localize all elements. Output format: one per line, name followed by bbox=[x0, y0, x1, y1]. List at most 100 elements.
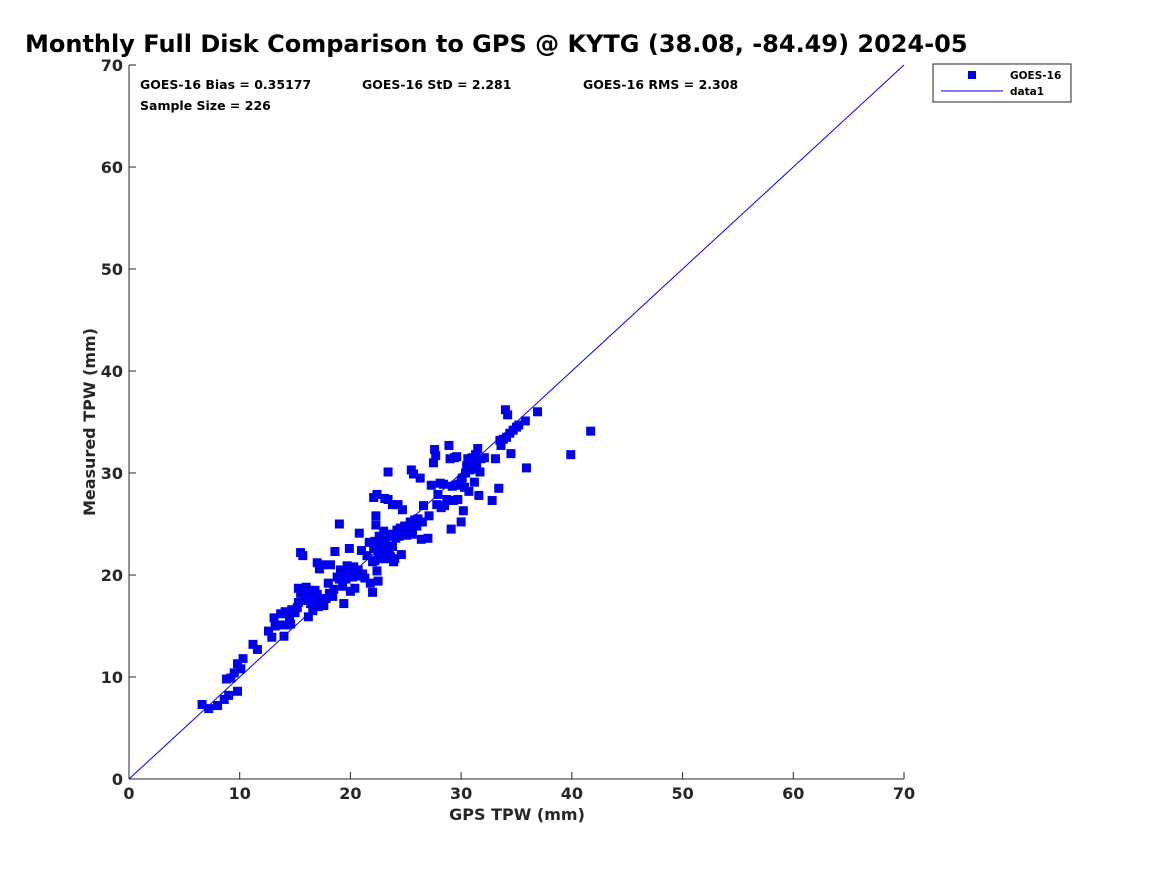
y-tick-label: 0 bbox=[112, 770, 123, 789]
scatter-point bbox=[368, 587, 378, 597]
scatter-point bbox=[388, 500, 397, 510]
scatter-point bbox=[533, 407, 543, 417]
scatter-point bbox=[500, 405, 510, 415]
y-tick-label: 20 bbox=[101, 566, 123, 585]
scatter-point bbox=[438, 479, 448, 489]
scatter-point bbox=[452, 452, 462, 462]
scatter-point bbox=[319, 601, 329, 611]
scatter-point bbox=[388, 541, 397, 551]
scatter-point bbox=[308, 606, 318, 616]
legend-label-data1: data1 bbox=[1010, 86, 1044, 98]
scatter-point bbox=[373, 576, 383, 586]
scatter-point bbox=[566, 450, 576, 460]
x-tick-label: 60 bbox=[782, 784, 804, 803]
scatter-point bbox=[446, 524, 456, 534]
scatter-point bbox=[428, 458, 438, 468]
scatter-point bbox=[423, 533, 433, 543]
scatter-point bbox=[424, 511, 434, 521]
scatter-point bbox=[409, 469, 419, 479]
scatter-point bbox=[490, 454, 500, 464]
scatter-point bbox=[226, 673, 236, 683]
x-tick-label: 0 bbox=[123, 784, 134, 803]
scatter-point bbox=[466, 459, 476, 469]
scatter-point bbox=[233, 686, 242, 696]
scatter-point bbox=[403, 524, 413, 534]
scatter-point bbox=[521, 463, 531, 473]
y-tick-label: 70 bbox=[101, 56, 123, 75]
scatter-point bbox=[372, 566, 382, 576]
legend: GOES-16 data1 bbox=[932, 63, 1072, 103]
stat-bias: GOES-16 Bias = 0.35177 bbox=[140, 77, 311, 92]
scatter-point bbox=[383, 495, 393, 505]
x-tick-label: 40 bbox=[561, 784, 583, 803]
x-tick-label: 10 bbox=[229, 784, 251, 803]
x-tick-label: 50 bbox=[671, 784, 693, 803]
scatter-point bbox=[306, 599, 316, 609]
scatter-point bbox=[444, 440, 454, 450]
scatter-point bbox=[371, 520, 381, 530]
scatter-point bbox=[229, 668, 239, 678]
legend-label-goes16: GOES-16 bbox=[1010, 70, 1061, 82]
scatter-point bbox=[380, 540, 390, 550]
scatter-point bbox=[321, 593, 331, 603]
scatter-point bbox=[233, 659, 242, 669]
y-tick-label: 50 bbox=[101, 260, 123, 279]
scatter-point bbox=[487, 496, 497, 506]
scatter-point bbox=[372, 489, 382, 499]
x-tick-label: 30 bbox=[450, 784, 472, 803]
scatter-point bbox=[419, 501, 428, 511]
scatter-point bbox=[496, 440, 506, 450]
plot-area: 0 10 20 30 40 50 60 70 0 10 20 30 40 50 60 70 bbox=[101, 56, 915, 803]
scatter-point bbox=[503, 410, 513, 420]
scatter-point bbox=[204, 704, 214, 714]
scatter-point bbox=[362, 551, 372, 561]
scatter-point bbox=[312, 589, 322, 599]
scatter-point bbox=[379, 526, 389, 536]
y-tick-label: 10 bbox=[101, 668, 123, 687]
scatter-point bbox=[330, 547, 340, 557]
scatter-point bbox=[475, 467, 485, 477]
stat-std: GOES-16 StD = 2.281 bbox=[362, 77, 511, 92]
scatter-point bbox=[440, 501, 450, 511]
scatter-point bbox=[458, 506, 468, 516]
scatter-point bbox=[369, 543, 379, 553]
scatter-point bbox=[464, 486, 474, 496]
scatter-point bbox=[474, 490, 484, 500]
legend-marker-goes16 bbox=[968, 71, 976, 79]
scatter-point bbox=[238, 654, 248, 664]
scatter-point bbox=[383, 467, 393, 477]
y-axis-label: Measured TPW (mm) bbox=[80, 328, 99, 516]
scatter-point bbox=[326, 560, 335, 570]
scatter-point bbox=[407, 529, 417, 539]
y-tick-label: 40 bbox=[101, 362, 123, 381]
scatter-point bbox=[426, 480, 436, 490]
scatter-point bbox=[472, 461, 482, 471]
scatter-point bbox=[456, 517, 466, 527]
scatter-point bbox=[285, 614, 295, 624]
chart-title: Monthly Full Disk Comparison to GPS @ KY… bbox=[25, 30, 968, 58]
stat-sample-size: Sample Size = 226 bbox=[140, 98, 271, 113]
scatter-point bbox=[396, 550, 406, 560]
scatter-point bbox=[374, 531, 384, 541]
scatter-point bbox=[393, 500, 403, 510]
scatter-point bbox=[431, 451, 441, 461]
scatter-point bbox=[197, 700, 207, 710]
scatter-point bbox=[412, 521, 422, 531]
scatter-point bbox=[252, 644, 262, 654]
scatter-point bbox=[586, 426, 596, 436]
scatter-point bbox=[303, 612, 313, 622]
scatter-point bbox=[338, 581, 348, 591]
scatter-point bbox=[457, 473, 467, 483]
scatter-point bbox=[329, 584, 339, 594]
scatter-point bbox=[469, 477, 479, 487]
scatter-point bbox=[514, 420, 524, 430]
scatter-point bbox=[370, 536, 380, 546]
scatter-point bbox=[298, 551, 308, 561]
scatter-point bbox=[339, 599, 349, 609]
scatter-point bbox=[371, 511, 381, 521]
scatter-point bbox=[290, 608, 300, 618]
scatter-point bbox=[279, 631, 289, 641]
scatter-point bbox=[323, 578, 333, 588]
scatter-point bbox=[328, 591, 338, 601]
